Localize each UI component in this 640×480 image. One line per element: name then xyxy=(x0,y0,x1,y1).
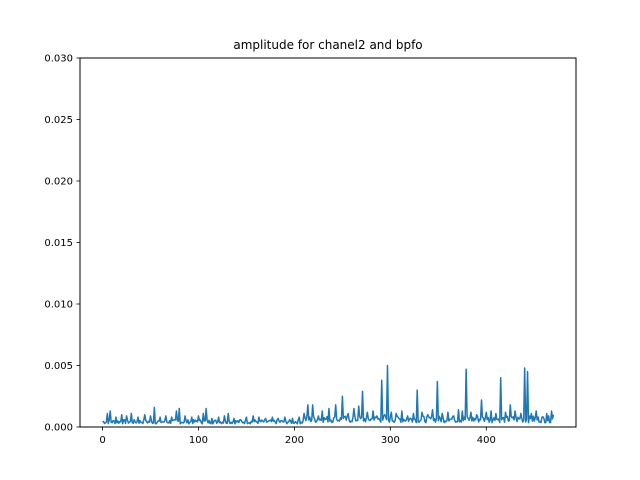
y-tick-label: 0.015 xyxy=(44,238,73,249)
y-tick-label: 0.020 xyxy=(44,177,73,188)
y-tick-label: 0.030 xyxy=(44,54,73,65)
plot-frame xyxy=(79,57,577,428)
x-tick-label: 400 xyxy=(477,435,496,446)
x-tick-label: 200 xyxy=(285,435,304,446)
chart-title: amplitude for chanel2 and bpfo xyxy=(233,38,422,52)
x-tick-label: 100 xyxy=(189,435,208,446)
x-axis: 0 100 200 300 400 xyxy=(99,427,496,446)
y-tick-label: 0.025 xyxy=(44,115,73,126)
y-tick-label: 0.000 xyxy=(44,423,73,434)
y-tick-label: 0.005 xyxy=(44,361,73,372)
y-tick-label: 0.010 xyxy=(44,300,73,311)
series-line xyxy=(102,364,555,425)
x-tick-label: 300 xyxy=(381,435,400,446)
x-tick-label: 0 xyxy=(99,435,105,446)
y-axis: 0.000 0.005 0.010 0.015 0.020 0.025 0.030 xyxy=(44,54,80,434)
plot-area xyxy=(102,364,555,425)
